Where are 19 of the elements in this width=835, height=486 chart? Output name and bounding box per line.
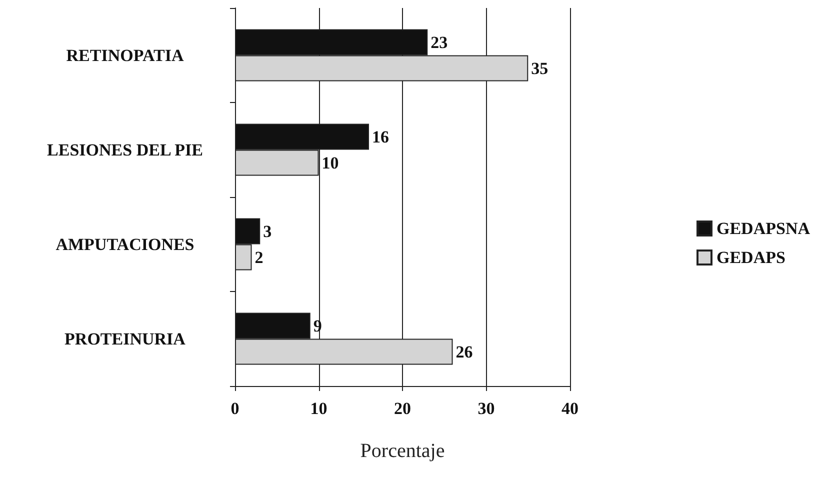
data-label: 3 bbox=[263, 222, 272, 241]
legend-label: GEDAPS bbox=[716, 248, 786, 267]
x-tick-label: 40 bbox=[562, 399, 578, 418]
legend-label: GEDAPSNA bbox=[716, 219, 811, 238]
data-label: 23 bbox=[430, 32, 448, 52]
x-tick-label: 20 bbox=[394, 399, 411, 418]
data-label: 35 bbox=[531, 58, 548, 78]
y-tick-label: AMPUTACIONES bbox=[56, 234, 194, 254]
x-tick-label: 30 bbox=[478, 399, 495, 418]
x-axis-title: Porcentaje bbox=[360, 440, 445, 462]
y-tick-label: PROTEINURIA bbox=[64, 329, 186, 348]
data-label: 16 bbox=[372, 127, 389, 146]
data-label: 10 bbox=[322, 153, 339, 172]
x-tick-label: 10 bbox=[310, 399, 328, 418]
data-label: 26 bbox=[456, 342, 473, 362]
y-tick-label: RETINOPATIA bbox=[66, 46, 184, 65]
y-tick-label: LESIONES DEL PIE bbox=[47, 140, 203, 160]
x-tick-label: 0 bbox=[230, 399, 240, 418]
data-label: 2 bbox=[254, 248, 264, 267]
